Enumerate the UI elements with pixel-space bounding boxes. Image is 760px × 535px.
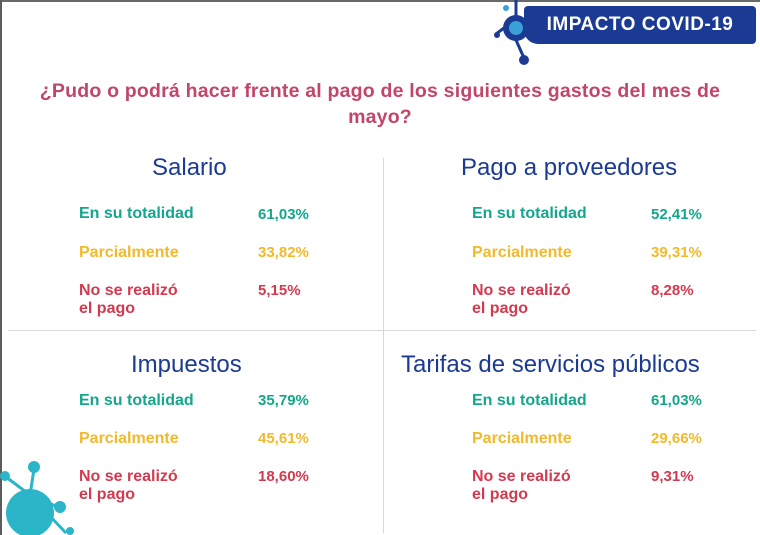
horizontal-divider: [8, 330, 756, 331]
row-value-unpaid: 5,15%: [258, 282, 301, 299]
row-label-unpaid-line2: el pago: [472, 486, 529, 503]
covid-badge: IMPACTO COVID-19: [524, 6, 756, 44]
row-label-partial: Parcialmente: [79, 244, 179, 261]
section-title: Tarifas de servicios públicos: [401, 351, 700, 378]
row-label-unpaid-line2: el pago: [79, 300, 136, 317]
row-label-total: En su totalidad: [472, 392, 587, 409]
row-label-partial: Parcialmente: [79, 430, 179, 447]
row-value-partial: 39,31%: [651, 244, 702, 261]
row-value-unpaid: 9,31%: [651, 468, 694, 485]
virus-icon: [0, 461, 74, 535]
row-value-partial: 45,61%: [258, 430, 309, 447]
row-value-total: 61,03%: [651, 392, 702, 409]
row-label-unpaid-line2: el pago: [79, 486, 136, 503]
row-label-partial: Parcialmente: [472, 244, 572, 261]
row-label-unpaid-line1: No se realizó: [472, 282, 571, 299]
section-title: Salario: [152, 154, 227, 181]
row-label-unpaid-line1: No se realizó: [79, 468, 178, 485]
frame-left-border: [0, 0, 2, 535]
row-value-total: 52,41%: [651, 206, 702, 223]
vertical-divider: [383, 158, 384, 533]
section-title: Impuestos: [131, 351, 242, 378]
virus-icon: [494, 0, 550, 65]
row-label-total: En su totalidad: [79, 205, 194, 222]
section-title: Pago a proveedores: [461, 154, 678, 181]
row-label-total: En su totalidad: [472, 205, 587, 222]
row-value-partial: 29,66%: [651, 430, 702, 447]
row-label-unpaid-line1: No se realizó: [472, 468, 571, 485]
survey-question: ¿Pudo o podrá hacer frente al pago de lo…: [39, 80, 721, 128]
row-value-partial: 33,82%: [258, 244, 309, 261]
row-value-unpaid: 18,60%: [258, 468, 309, 485]
row-label-total: En su totalidad: [79, 392, 194, 409]
row-value-total: 61,03%: [258, 206, 309, 223]
row-value-unpaid: 8,28%: [651, 282, 694, 299]
row-value-total: 35,79%: [258, 392, 309, 409]
row-label-unpaid-line2: el pago: [472, 300, 529, 317]
frame-top-border: [0, 0, 760, 2]
row-label-unpaid-line1: No se realizó: [79, 282, 178, 299]
row-label-partial: Parcialmente: [472, 430, 572, 447]
